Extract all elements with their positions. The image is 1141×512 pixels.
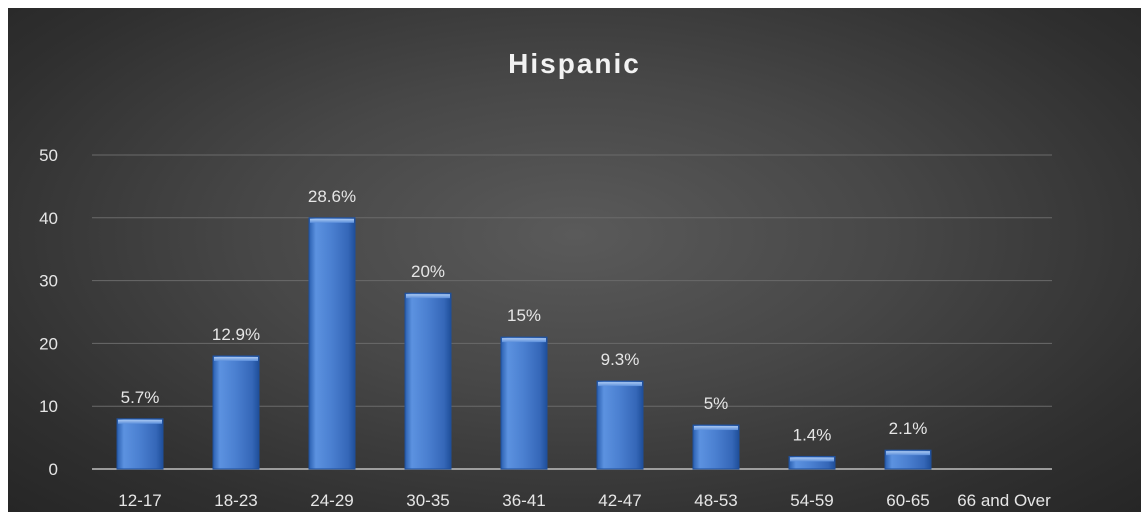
bar-bevel <box>406 294 450 299</box>
bar-bevel <box>118 419 162 424</box>
x-tick-label: 36-41 <box>502 491 545 510</box>
chart-title: Hispanic <box>508 48 641 79</box>
x-tick-label: 30-35 <box>406 491 449 510</box>
y-tick-label: 30 <box>39 272 58 291</box>
x-tick-label: 60-65 <box>886 491 929 510</box>
data-label: 15% <box>507 306 541 325</box>
bar-bevel <box>502 338 546 343</box>
data-label: 20% <box>411 262 445 281</box>
bar <box>308 217 356 470</box>
bar-bevel <box>694 426 738 431</box>
data-label: 12.9% <box>212 325 260 344</box>
data-label: 5% <box>704 394 729 413</box>
bar <box>404 292 452 470</box>
data-label: 1.4% <box>793 425 832 444</box>
bar-bevel <box>310 218 354 223</box>
y-tick-label: 10 <box>39 397 58 416</box>
bar <box>212 355 260 470</box>
bar-body <box>308 217 356 470</box>
bar <box>884 449 932 470</box>
bar-bevel <box>790 457 834 462</box>
x-tick-label: 48-53 <box>694 491 737 510</box>
data-label: 2.1% <box>889 419 928 438</box>
y-tick-label: 40 <box>39 209 58 228</box>
bar <box>596 380 644 470</box>
x-tick-label: 18-23 <box>214 491 257 510</box>
bar-body <box>404 292 452 470</box>
x-tick-label: 12-17 <box>118 491 161 510</box>
y-tick-label: 50 <box>39 146 58 165</box>
x-tick-label: 24-29 <box>310 491 353 510</box>
bar <box>500 336 548 470</box>
bar <box>116 418 164 470</box>
bar <box>788 455 836 470</box>
data-label: 5.7% <box>121 388 160 407</box>
bar-bevel <box>214 356 258 361</box>
bar-body <box>116 418 164 470</box>
y-tick-label: 0 <box>49 460 58 479</box>
bar-bevel <box>886 451 930 456</box>
bar-body <box>500 336 548 470</box>
data-label: 28.6% <box>308 187 356 206</box>
x-tick-label: 66 and Over <box>957 491 1051 510</box>
chart-area: Hispanic 0 10 20 30 40 50 5.7% 12-17 12.9% 18-23… <box>8 8 1141 512</box>
bar-bevel <box>598 382 642 387</box>
bar-chart: 0 10 20 30 40 50 5.7% 12-17 12.9% 18-23 28.6% 24-2… <box>39 146 1052 510</box>
x-tick-label: 54-59 <box>790 491 833 510</box>
bar-body <box>212 355 260 470</box>
bar-body <box>596 380 644 470</box>
bar-body <box>692 424 740 470</box>
y-tick-label: 20 <box>39 334 58 353</box>
x-tick-label: 42-47 <box>598 491 641 510</box>
bar <box>692 424 740 470</box>
data-label: 9.3% <box>601 350 640 369</box>
